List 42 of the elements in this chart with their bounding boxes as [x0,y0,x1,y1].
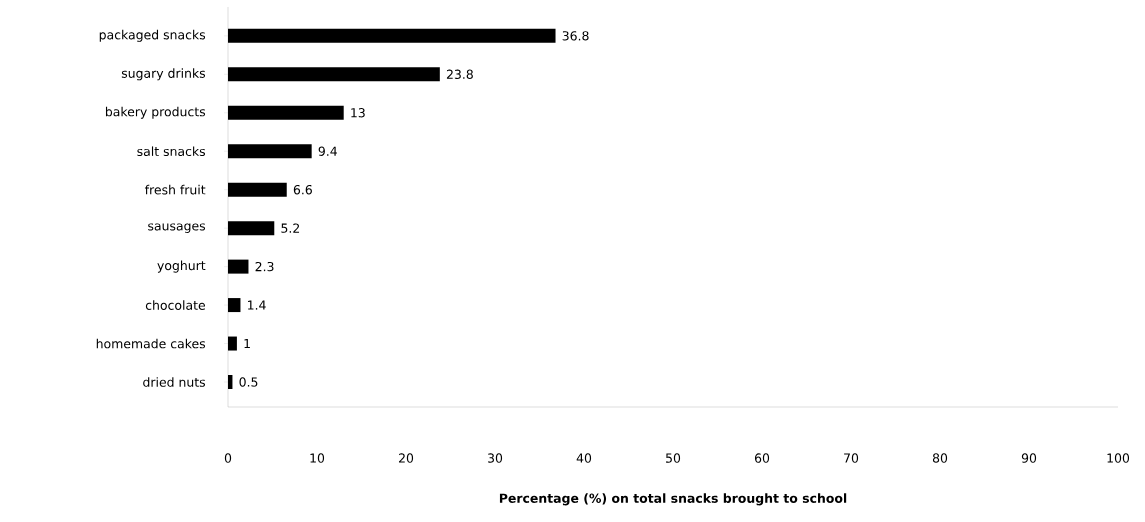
y-tick-label: fresh fruit [144,184,206,195]
y-tick-label: packaged snacks [99,29,206,42]
y-tick-label: salt snacks [137,146,206,157]
x-tick-label: 30 [488,453,503,463]
y-tick-label: sausages [148,223,206,233]
x-tick-label: 70 [844,453,859,463]
bar [228,28,556,43]
x-tick-label: 0 [224,453,232,463]
y-tick-label: homemade cakes [96,338,206,349]
bar [228,144,312,159]
bar [228,298,241,313]
data-label: 1 [244,339,250,349]
data-label: 5.2 [281,223,300,233]
bar [228,67,440,82]
data-label: 2.3 [255,261,274,272]
x-tick-label: 80 [932,453,948,463]
bar [228,221,275,236]
bar [228,182,287,197]
y-tick-label: dried nuts [143,377,206,387]
data-label: 36.8 [562,31,589,41]
data-label: 0.5 [239,377,258,387]
x-tick-label: 100 [1107,453,1130,463]
data-label: 1.4 [248,300,266,310]
x-tick-label: 20 [398,453,414,463]
data-label: 23.8 [446,69,473,80]
y-tick-label: bakery products [105,106,206,119]
bar [228,259,249,274]
bar [228,336,237,351]
x-axis-title: Percentage (%) on total snacks brought to school [499,493,847,506]
x-tick-label: 10 [310,453,325,463]
y-tick-label: chocolate [145,300,205,310]
x-tick-label: 90 [1021,453,1037,463]
bar [228,375,233,389]
x-tick-label: 50 [666,453,681,463]
data-label: 13 [351,108,365,118]
y-tick-label: yoghurt [157,260,206,273]
x-tick-label: 60 [754,453,770,463]
data-label: 9.4 [318,146,337,156]
x-tick-label: 40 [576,453,592,463]
data-label: 6.6 [293,184,312,195]
y-tick-label: sugary drinks [121,68,206,81]
bar [228,105,344,120]
